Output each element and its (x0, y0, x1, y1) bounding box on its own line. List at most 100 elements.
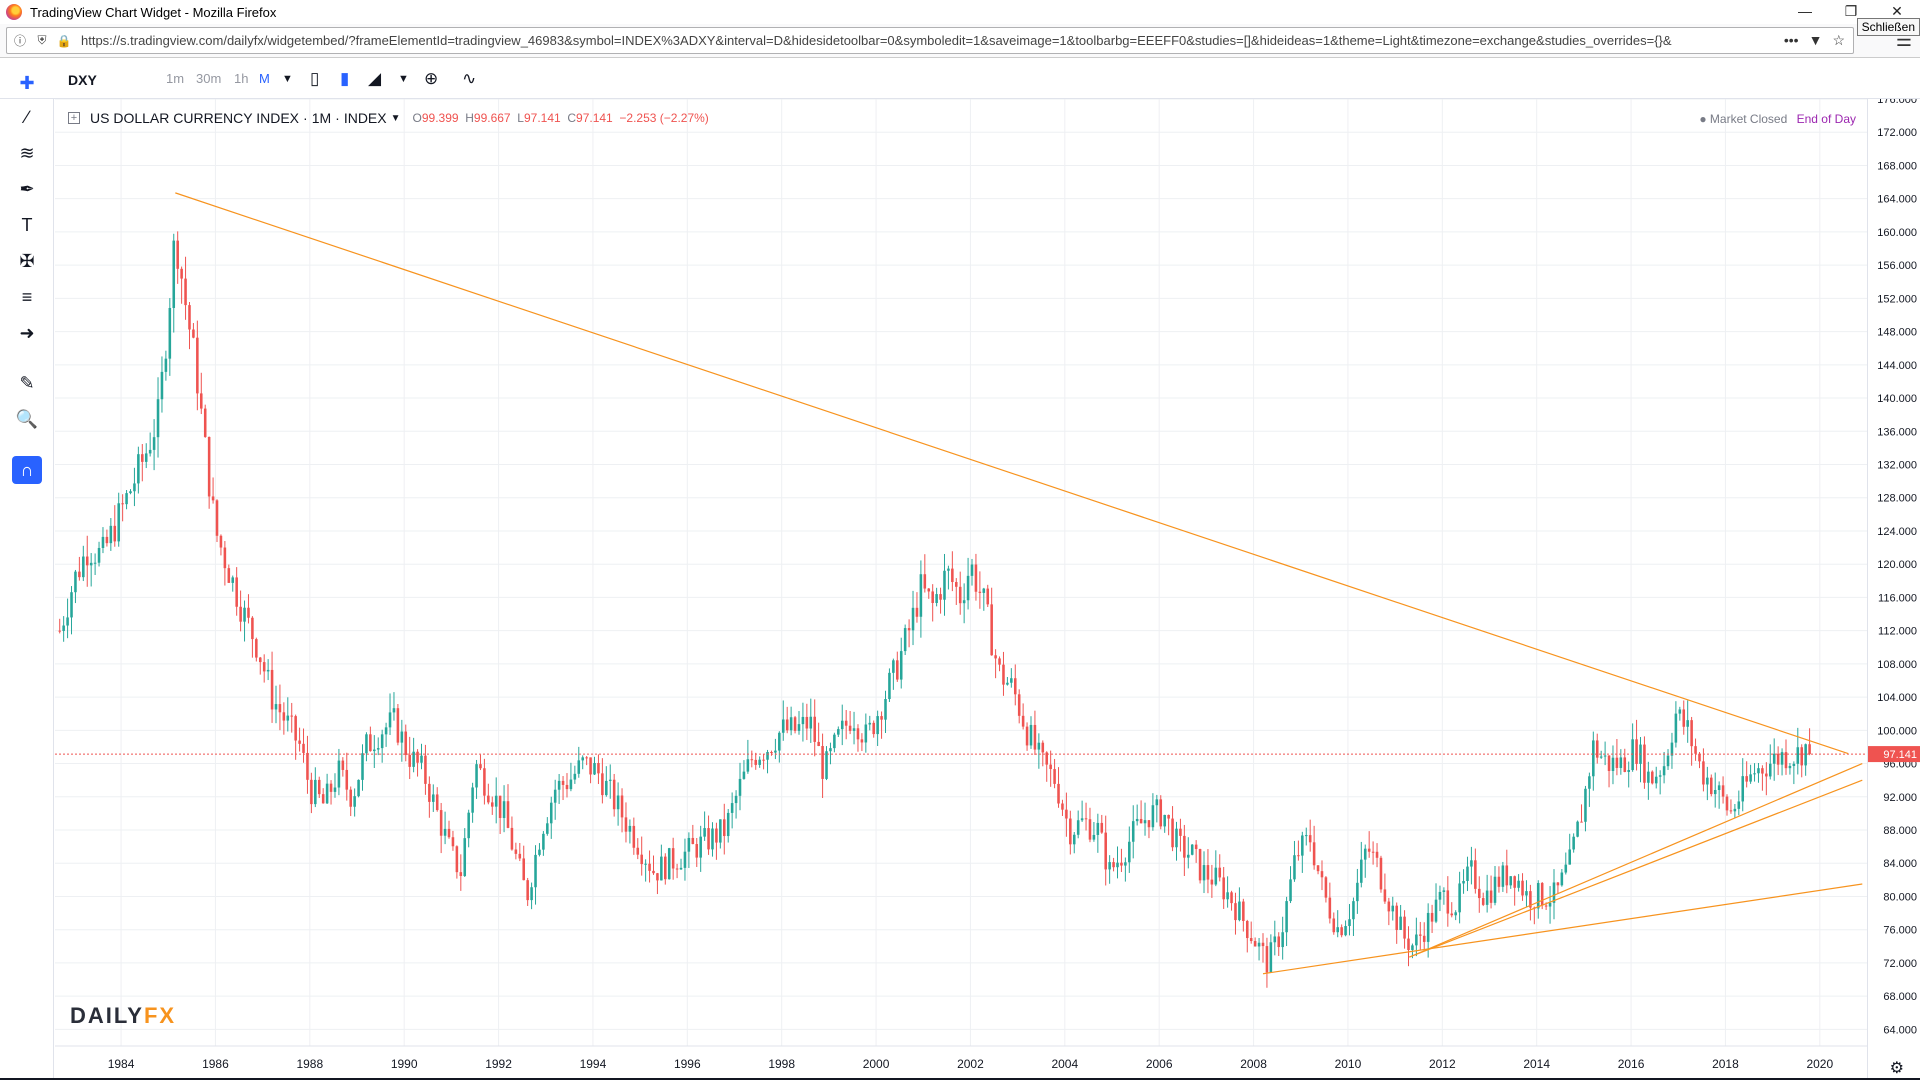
candle-body (923, 574, 927, 589)
candle-body (801, 716, 805, 725)
minimize-icon[interactable]: — (1798, 3, 1812, 19)
candle-body (589, 757, 592, 775)
bar-chart-icon[interactable]: ▯ (310, 69, 320, 88)
area-chart-icon[interactable]: ◢ (368, 69, 382, 88)
candle-body (1765, 773, 1768, 777)
candle-body (1662, 766, 1666, 776)
indicators-icon[interactable]: ∿ (462, 69, 477, 88)
candle-body (310, 779, 313, 805)
price-axis-svg[interactable]: 64.000 68.000 72.000 76.000 80.000 84.000 88.0… (1868, 94, 1920, 1080)
timeframe-1h[interactable]: 1h (234, 71, 249, 86)
fib-tool-icon[interactable]: ≋ (19, 143, 35, 163)
candle-body (1706, 777, 1709, 785)
price-tick-label: 76.000 (1883, 925, 1917, 937)
candle-body (1497, 876, 1501, 887)
text-tool-icon[interactable]: T (21, 215, 33, 235)
candle-body (1356, 882, 1359, 902)
candle-body (408, 754, 411, 767)
candle-body (1466, 866, 1469, 882)
expand-legend-icon[interactable]: + (68, 112, 80, 124)
candle-body (1308, 835, 1312, 843)
candle-body (1069, 818, 1072, 845)
candle-body (1245, 920, 1249, 939)
price-tick-label: 164.000 (1877, 194, 1917, 206)
pocket-icon[interactable]: ▼ (1808, 32, 1823, 48)
chart-settings-gear-icon[interactable]: ⚙ (1889, 1060, 1904, 1077)
candle-body (1076, 820, 1080, 835)
candle-body (1576, 821, 1579, 837)
address-bar[interactable]: ⓘ ⛨ 🔒 https://s.tradingview.com/dailyfx/… (6, 27, 1854, 54)
candle-body (1521, 880, 1524, 896)
pattern-tool-icon[interactable]: ✠ (19, 251, 35, 271)
timeframe-1m[interactable]: 1m (166, 71, 185, 86)
candle-body (958, 586, 962, 604)
candle-body (1053, 769, 1056, 784)
price-tick-label: 144.000 (1877, 360, 1917, 372)
price-tick-label: 120.000 (1877, 559, 1917, 571)
candle-body (337, 760, 341, 788)
candle-body (1780, 752, 1784, 765)
candle-body (1694, 746, 1697, 754)
legend-separator: · (335, 110, 340, 126)
candle-body (219, 535, 223, 548)
candle-body (1037, 742, 1041, 750)
candle-body (258, 657, 262, 663)
price-tick-label: 160.000 (1877, 227, 1917, 239)
symbol-search[interactable]: DXY (68, 72, 97, 88)
price-axis[interactable]: 64.000 68.000 72.000 76.000 80.000 84.000 88.0… (1867, 94, 1920, 1080)
candle-body (105, 536, 109, 544)
candle-body (605, 780, 608, 796)
candle-body (1548, 902, 1552, 907)
current-price-label: 97.141 (1883, 749, 1917, 761)
candle-body (1395, 905, 1398, 930)
restore-icon[interactable]: ❐ (1844, 3, 1858, 19)
close-icon[interactable]: ✕ (1891, 3, 1903, 19)
timeframe-month[interactable]: M (259, 71, 270, 86)
price-chart[interactable]: 1984 1986 1988 1990 1992 1994 1996 1998 2000 2002… (55, 99, 1867, 1080)
candle-body (1088, 819, 1092, 840)
candle-body (66, 617, 69, 626)
candle-body (184, 278, 187, 306)
candle-body (628, 825, 632, 832)
legend-symbol-name[interactable]: US DOLLAR CURRENCY INDEX (90, 110, 300, 126)
candle-body (1536, 883, 1540, 909)
candle-body (1800, 747, 1804, 766)
candle-body (1623, 757, 1627, 772)
candle-body (778, 732, 781, 751)
url-text[interactable]: https://s.tradingview.com/dailyfx/widget… (81, 33, 1672, 48)
price-tick-label: 116.000 (1878, 592, 1917, 604)
bookmark-star-icon[interactable]: ☆ (1832, 32, 1845, 48)
candle-body (1796, 747, 1800, 764)
lock-icon[interactable]: 🔒 (56, 33, 72, 48)
candle-body (101, 536, 105, 548)
ruler-icon[interactable]: ✎ (19, 373, 35, 393)
candle-body (1438, 891, 1442, 900)
candle-body (1029, 724, 1033, 746)
candle-body (636, 847, 640, 855)
magnet-icon[interactable]: ∩ (12, 456, 42, 484)
candle-body (1147, 820, 1151, 828)
crosshair-icon[interactable]: ✚ (19, 73, 35, 93)
brush-tool-icon[interactable]: ✒ (19, 179, 35, 199)
candle-body (1698, 753, 1701, 762)
trendline-tool-icon[interactable]: ∕ (25, 107, 29, 127)
candle-body (1273, 936, 1277, 943)
zoom-in-icon[interactable]: 🔍 (15, 409, 39, 429)
info-icon[interactable]: ⓘ (13, 34, 26, 48)
legend-dropdown-icon[interactable]: ▼ (390, 112, 401, 124)
compare-add-icon[interactable]: ⊕ (424, 69, 439, 88)
price-tick-label: 80.000 (1883, 891, 1917, 903)
candle-body (1584, 788, 1587, 822)
candles-icon[interactable]: ▮ (340, 69, 350, 88)
tracking-shield-icon[interactable]: ⛨ (37, 33, 47, 47)
candle-body (1607, 755, 1611, 772)
timeframe-30m[interactable]: 30m (196, 71, 222, 86)
interval-dropdown-icon[interactable]: ▼ (282, 73, 293, 85)
candle-body (1269, 942, 1273, 973)
chart-type-dropdown-icon[interactable]: ▼ (398, 73, 409, 85)
prediction-tool-icon[interactable]: ≡ (21, 287, 33, 307)
candle-body (1033, 724, 1037, 750)
page-actions-icon[interactable]: ••• (1783, 32, 1799, 48)
price-tick-label: 168.000 (1877, 160, 1917, 172)
back-arrow-icon[interactable]: ➜ (19, 323, 35, 343)
